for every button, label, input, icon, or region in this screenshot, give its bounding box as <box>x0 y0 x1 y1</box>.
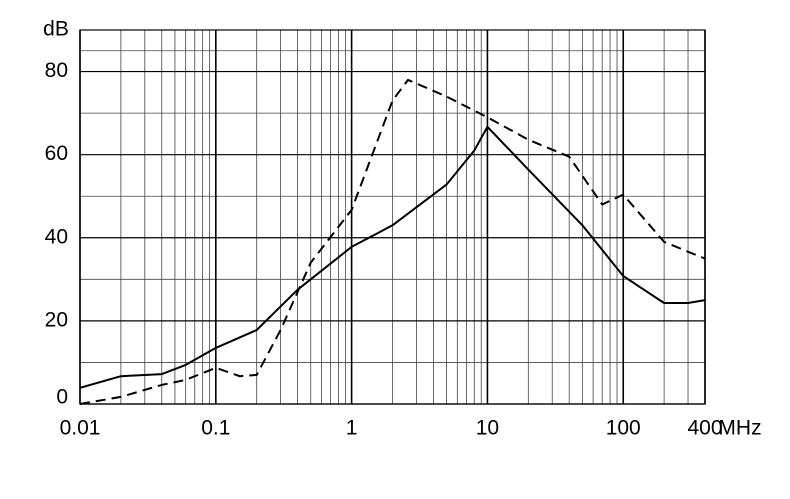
y-tick-label: 0 <box>56 386 68 409</box>
x-tick-label: 1 <box>346 417 358 440</box>
y-tick-label: 60 <box>45 142 68 165</box>
x-tick-label: 10 <box>476 417 499 440</box>
series-line <box>79 78 706 405</box>
x-tick-label: 400 <box>687 417 722 440</box>
x-tick-label: 100 <box>606 417 641 440</box>
x-tick-label: 0.1 <box>201 417 230 440</box>
x-axis-label: MHz <box>718 417 761 440</box>
y-tick-label: 40 <box>45 225 68 248</box>
x-tick-label: 0.01 <box>60 417 101 440</box>
y-tick-label: 20 <box>45 308 68 331</box>
y-axis-label: dB <box>43 18 69 41</box>
series-line <box>79 125 706 389</box>
y-tick-label: 80 <box>45 59 68 82</box>
